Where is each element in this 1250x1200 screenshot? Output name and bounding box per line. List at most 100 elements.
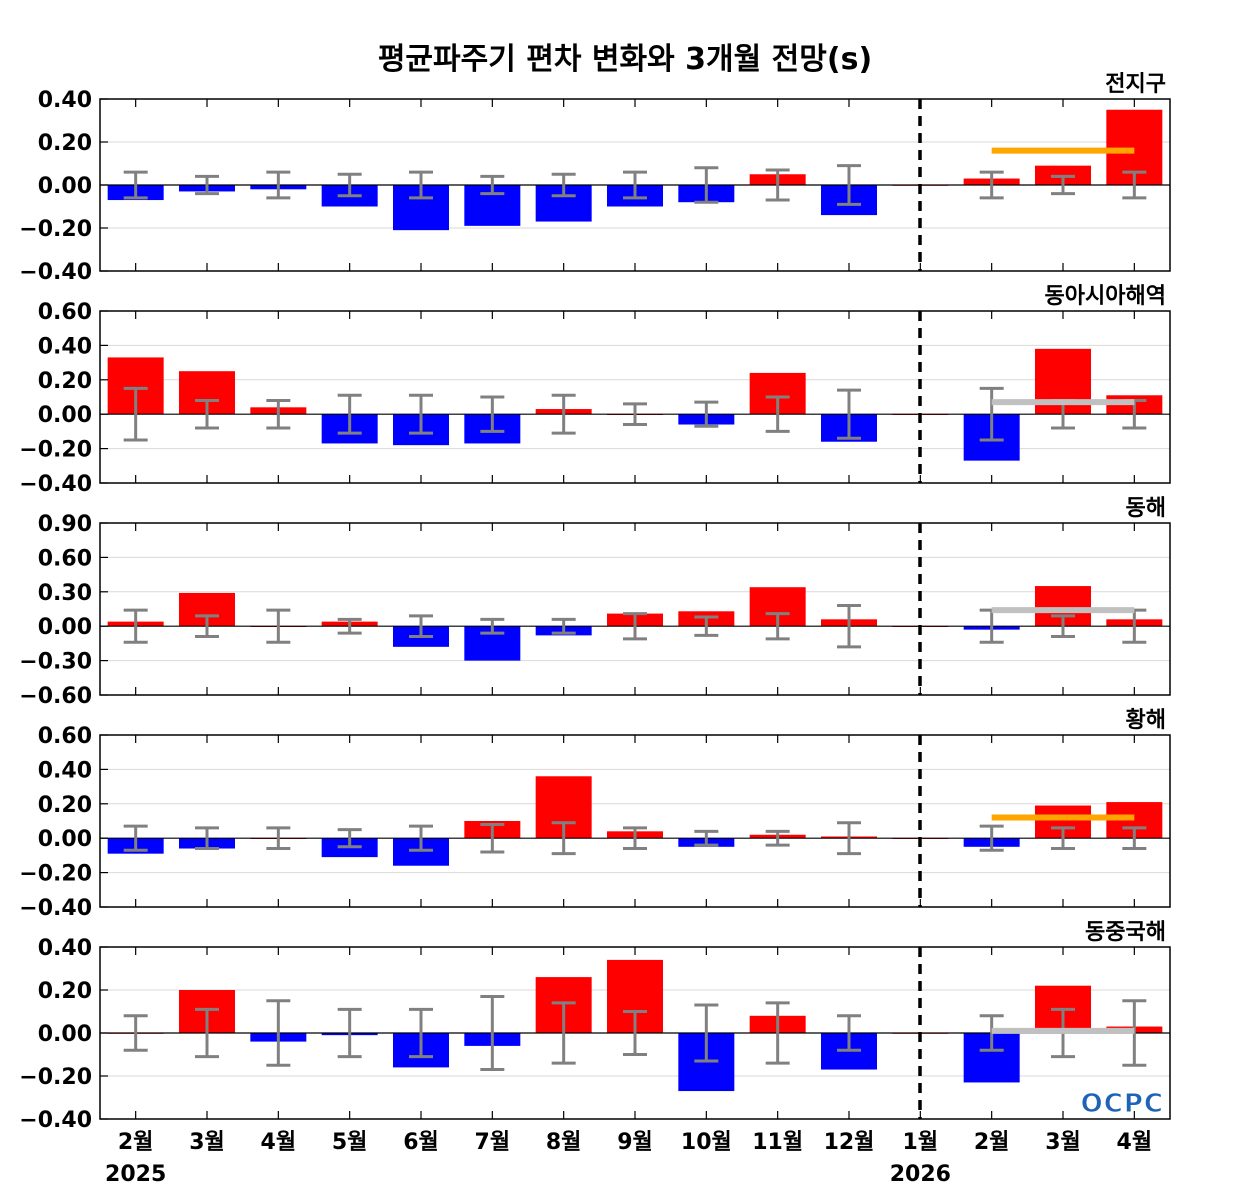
error-bar: [123, 824, 148, 852]
x-tick-label: 2월: [118, 1130, 154, 1155]
error-bar: [837, 821, 861, 856]
x-tick-label: 8월: [546, 1130, 582, 1155]
x-tick-label: 4월: [1117, 1130, 1153, 1155]
error-bar: [694, 829, 719, 847]
x-tick-label: 1월: [903, 1130, 939, 1155]
error-bar: [337, 828, 362, 849]
error-bar: [409, 614, 433, 639]
error-bar: [480, 822, 505, 854]
error-bar: [979, 386, 1004, 442]
error-bar: [266, 608, 291, 644]
y-tick-label: 0.00: [38, 615, 92, 640]
x-tick-label: 12월: [824, 1130, 875, 1155]
y-tick-label: 0.00: [38, 403, 92, 428]
error-bar: [480, 617, 505, 635]
y-tick-label: 0.40: [38, 334, 92, 359]
panels: 0.40 0.20 0.00 −0.20 −0.40 전지구 0.60 0.40 0.20 0.0…: [19, 72, 1171, 1133]
x-tick-label: 11월: [752, 1130, 803, 1155]
y-tick-label: 0.40: [38, 758, 92, 783]
y-tick-label: 0.00: [38, 1022, 92, 1047]
y-tick-label: 0.30: [38, 581, 92, 606]
error-bar: [123, 170, 148, 200]
error-bar: [195, 174, 219, 196]
error-bar: [837, 1014, 861, 1052]
y-tick-label: 0.20: [38, 979, 92, 1004]
error-bar: [765, 395, 790, 433]
y-tick-label: 0.60: [38, 724, 92, 749]
panel-3: 0.60 0.40 0.20 0.00 −0.20 −0.40 황해: [19, 708, 1171, 921]
error-bar: [551, 172, 576, 198]
y-tick-label: −0.40: [19, 896, 92, 921]
error-bar: [195, 398, 219, 430]
y-tick-label: 0.00: [38, 827, 92, 852]
y-tick-label: 0.00: [38, 174, 92, 199]
error-bar: [480, 174, 505, 196]
region-label: 동중국해: [1085, 920, 1166, 945]
error-bar: [1122, 170, 1147, 200]
error-bar: [837, 164, 861, 206]
region-label: 동해: [1126, 496, 1166, 521]
error-bar: [337, 393, 362, 435]
error-bar: [1051, 826, 1075, 851]
error-bar: [551, 393, 576, 435]
error-bar: [337, 617, 362, 635]
error-bar: [266, 170, 291, 200]
error-bar: [765, 829, 790, 847]
x-tick-label: 6월: [403, 1130, 439, 1155]
logo-text: OCPC: [1081, 1089, 1164, 1119]
y-tick-label: 0.20: [38, 369, 92, 394]
error-bar: [480, 994, 505, 1072]
region-label: 전지구: [1105, 72, 1166, 97]
y-tick-label: −0.60: [19, 684, 92, 709]
error-bar: [623, 826, 647, 851]
error-bar: [195, 826, 219, 851]
region-label: 황해: [1126, 708, 1166, 733]
panel-frame: [99, 734, 1171, 908]
y-tick-label: 0.60: [38, 300, 92, 325]
panel-4: 0.40 0.20 0.00 −0.20 −0.40 동중국해: [19, 920, 1171, 1133]
panel-1: 0.60 0.40 0.20 0.00 −0.20 −0.40 동아시아해역: [19, 284, 1171, 497]
error-bar: [409, 393, 433, 435]
error-bar: [694, 1003, 719, 1063]
year-label: 2026: [890, 1162, 951, 1187]
error-bar: [765, 612, 790, 641]
y-tick-label: 0.20: [38, 793, 92, 818]
x-axis: 2월 3월 4월 5월 6월 7월 8월 9월 10월 11월 12월 1월 2월 3월 4월 2025 202…: [105, 1130, 1152, 1187]
x-tick-label: 2월: [974, 1130, 1010, 1155]
error-bar: [1051, 174, 1075, 196]
error-bar: [623, 402, 647, 427]
error-bar: [195, 1007, 219, 1059]
y-tick-label: 0.40: [38, 936, 92, 961]
error-bar: [551, 1001, 576, 1065]
error-bar: [694, 615, 719, 637]
error-bar: [409, 170, 433, 200]
error-bar: [623, 1010, 647, 1056]
year-label: 2025: [105, 1162, 166, 1187]
error-bar: [266, 826, 291, 851]
y-tick-label: 0.40: [38, 88, 92, 113]
error-bar: [765, 1001, 790, 1065]
error-bar: [480, 395, 505, 433]
error-bar: [979, 824, 1004, 852]
x-tick-label: 10월: [681, 1130, 732, 1155]
y-tick-label: −0.30: [19, 650, 92, 675]
chart-title: 평균파주기 편차 변화와 3개월 전망(s): [378, 42, 872, 77]
error-bar: [623, 612, 647, 641]
y-tick-label: 0.60: [38, 546, 92, 571]
error-bar: [337, 172, 362, 198]
x-tick-label: 3월: [189, 1130, 225, 1155]
x-tick-label: 3월: [1045, 1130, 1081, 1155]
error-bar: [409, 824, 433, 852]
error-bar: [694, 166, 719, 204]
error-bar: [337, 1007, 362, 1059]
error-bar: [123, 608, 148, 644]
x-tick-label: 9월: [617, 1130, 653, 1155]
error-bar: [409, 1007, 433, 1059]
error-bar: [551, 617, 576, 635]
y-tick-label: −0.40: [19, 260, 92, 285]
error-bar: [837, 604, 861, 649]
y-tick-label: −0.20: [19, 217, 92, 242]
error-bar: [765, 168, 790, 202]
error-bar: [266, 398, 291, 430]
